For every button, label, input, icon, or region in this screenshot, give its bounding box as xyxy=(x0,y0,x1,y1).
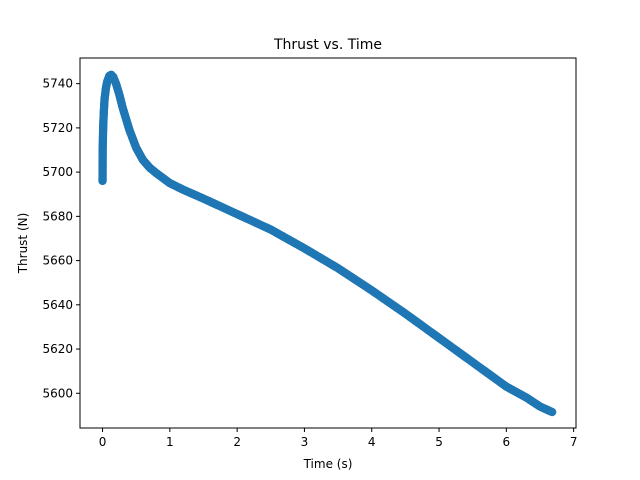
y-tick-label: 5620 xyxy=(42,342,73,356)
y-axis-label: Thrust (N) xyxy=(16,213,30,275)
x-tick-label: 3 xyxy=(301,435,309,449)
x-axis-label: Time (s) xyxy=(303,457,353,471)
data-points xyxy=(98,70,557,417)
y-axis-ticks: 5600 5620 5640 5660 5680 5700 5720 5740 xyxy=(42,77,80,400)
y-tick-label: 5600 xyxy=(42,386,73,400)
y-tick-label: 5700 xyxy=(42,165,73,179)
y-tick-label: 5740 xyxy=(42,77,73,91)
chart-title: Thrust vs. Time xyxy=(273,37,382,53)
x-tick-label: 5 xyxy=(435,435,443,449)
x-tick-label: 6 xyxy=(503,435,511,449)
y-tick-label: 5640 xyxy=(42,298,73,312)
x-tick-label: 2 xyxy=(233,435,241,449)
y-tick-label: 5720 xyxy=(42,121,73,135)
y-tick-label: 5660 xyxy=(42,254,73,268)
data-point xyxy=(547,407,557,417)
x-tick-label: 1 xyxy=(166,435,174,449)
plot-frame xyxy=(79,57,577,429)
x-tick-label: 0 xyxy=(99,435,107,449)
y-tick-label: 5680 xyxy=(42,209,73,223)
x-tick-label: 4 xyxy=(368,435,376,449)
x-axis-ticks: 0 1 2 3 4 5 6 7 xyxy=(99,428,578,449)
x-tick-label: 7 xyxy=(570,435,578,449)
